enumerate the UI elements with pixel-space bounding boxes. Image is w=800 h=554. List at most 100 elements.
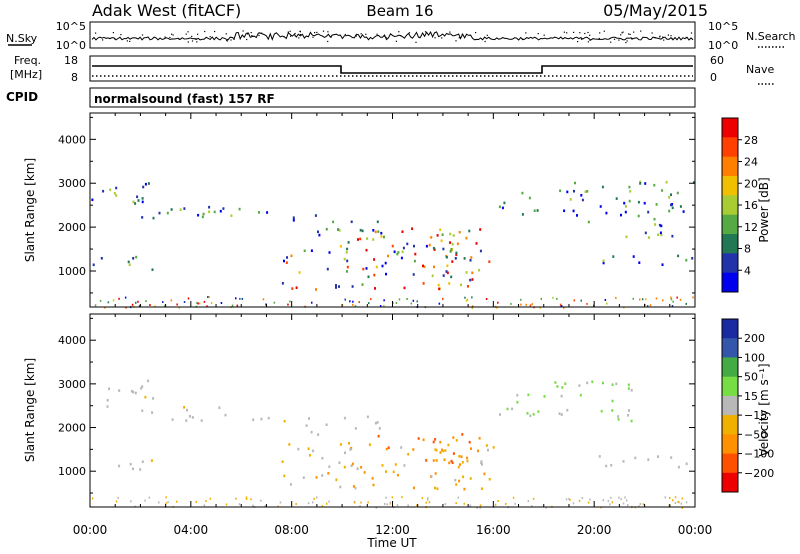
echo-cell bbox=[191, 416, 194, 419]
echo-cell bbox=[202, 212, 205, 216]
echo-cell bbox=[352, 303, 354, 306]
echo-cell bbox=[658, 223, 661, 227]
echo-cell bbox=[605, 211, 608, 215]
echo-cell bbox=[432, 246, 435, 250]
echo-cell bbox=[315, 476, 318, 479]
echo-cell bbox=[326, 267, 329, 271]
echo-cell bbox=[241, 297, 244, 300]
echo-cell bbox=[335, 478, 338, 482]
echo-cell bbox=[148, 496, 151, 499]
echo-cell bbox=[339, 485, 342, 489]
echo-cell bbox=[289, 300, 291, 303]
echo-cell bbox=[447, 443, 450, 447]
echo-cell bbox=[457, 465, 460, 469]
echo-cell bbox=[406, 298, 408, 300]
echo-cell bbox=[381, 264, 384, 268]
echo-cell bbox=[208, 205, 211, 209]
echo-cell bbox=[313, 497, 315, 500]
echo-cell bbox=[671, 206, 674, 210]
echo-cell bbox=[205, 500, 207, 503]
echo-cell bbox=[685, 501, 688, 504]
cpid-value: normalsound (fast) 157 RF bbox=[94, 92, 275, 106]
echo-cell bbox=[384, 261, 387, 265]
echo-cell bbox=[668, 196, 671, 199]
echo-cell bbox=[371, 477, 374, 480]
echo-cell bbox=[245, 498, 248, 500]
nsearch-point bbox=[640, 30, 642, 32]
echo-cell bbox=[628, 199, 631, 203]
echo-cell bbox=[448, 461, 451, 465]
nave-label: Nave bbox=[746, 63, 774, 76]
nsearch-point bbox=[408, 32, 411, 34]
echo-cell bbox=[260, 417, 263, 421]
velocity-panel: 1000 2000 3000 4000 Slant Range [km] 200 100… bbox=[23, 313, 774, 509]
echo-cell bbox=[343, 416, 346, 420]
echo-cell bbox=[461, 461, 464, 464]
echo-cell bbox=[445, 255, 448, 259]
echo-cell bbox=[479, 228, 482, 231]
colorbar-swatch bbox=[722, 376, 738, 397]
echo-cell bbox=[147, 379, 150, 383]
echo-cell bbox=[448, 282, 451, 285]
echo-cell bbox=[655, 297, 658, 300]
echo-cell bbox=[372, 238, 375, 241]
echo-cell bbox=[314, 214, 317, 217]
echo-cell bbox=[436, 234, 439, 237]
echo-cell bbox=[460, 283, 462, 287]
echo-cell bbox=[178, 306, 180, 309]
echo-cell bbox=[496, 306, 498, 309]
echo-cell bbox=[141, 200, 144, 204]
echo-cell bbox=[381, 464, 384, 467]
nsearch-point bbox=[102, 39, 104, 41]
colorbar-tick-label: 24 bbox=[744, 156, 758, 169]
nsearch-point bbox=[584, 32, 586, 35]
colorbar-tick-label: 200 bbox=[744, 332, 765, 345]
echo-cell bbox=[132, 200, 135, 204]
echo-cell bbox=[338, 461, 341, 464]
echo-cell bbox=[349, 300, 351, 303]
echo-cell bbox=[383, 235, 385, 239]
colorbar-tick-label: 50 bbox=[744, 371, 758, 384]
echo-cell bbox=[432, 459, 435, 462]
echo-cell bbox=[470, 256, 473, 259]
nsearch-point bbox=[613, 38, 616, 40]
nsearch-point bbox=[577, 41, 579, 43]
echo-cell bbox=[135, 301, 137, 304]
echo-cell bbox=[373, 258, 376, 261]
echo-cell bbox=[430, 236, 433, 239]
echo-cell bbox=[365, 267, 368, 270]
nsearch-point bbox=[670, 35, 672, 37]
echo-cell bbox=[209, 497, 211, 500]
echo-cell bbox=[346, 265, 349, 269]
nsearch-point bbox=[587, 41, 589, 43]
echo-cell bbox=[144, 182, 147, 186]
nsearch-point bbox=[283, 36, 285, 38]
echo-cell bbox=[186, 408, 188, 412]
nsearch-point bbox=[461, 33, 463, 36]
nsearch-point bbox=[195, 38, 197, 40]
echo-cell bbox=[166, 211, 169, 215]
echo-cell bbox=[665, 180, 668, 184]
echo-cell bbox=[692, 181, 695, 184]
echo-cell bbox=[458, 230, 461, 234]
echo-cell bbox=[425, 244, 428, 248]
echo-cell bbox=[623, 201, 626, 205]
echo-cell bbox=[422, 438, 425, 442]
echo-cell bbox=[158, 211, 161, 215]
echo-cell bbox=[327, 472, 330, 475]
echo-cell bbox=[615, 382, 618, 386]
echo-cell bbox=[366, 237, 369, 240]
nsearch-point bbox=[458, 37, 460, 39]
echo-cell bbox=[353, 501, 356, 504]
echo-cell bbox=[468, 229, 471, 233]
echo-cell bbox=[139, 468, 142, 471]
nsearch-tick-bottom: 10^0 bbox=[708, 39, 738, 52]
echo-cell bbox=[338, 229, 341, 232]
echo-cell bbox=[135, 255, 138, 259]
nsearch-point bbox=[376, 33, 378, 35]
colorbar-tick-label: 12 bbox=[744, 221, 758, 234]
echo-cell bbox=[292, 216, 295, 219]
echo-cell bbox=[339, 245, 342, 248]
echo-cell bbox=[328, 465, 331, 468]
echo-cell bbox=[471, 278, 474, 281]
